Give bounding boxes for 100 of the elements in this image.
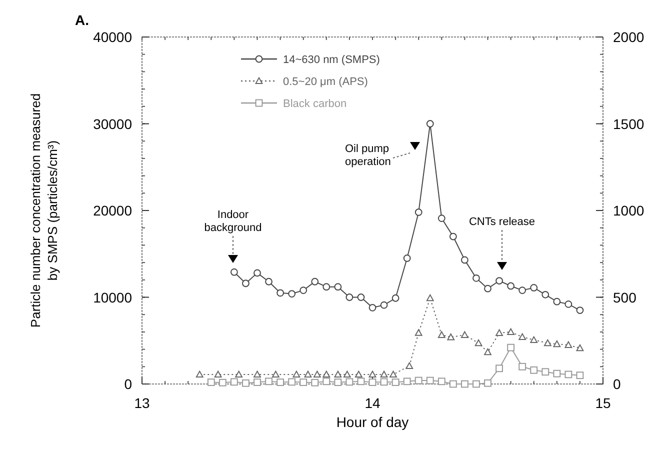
point xyxy=(564,370,572,378)
legend-label: 14~630 nm (SMPS) xyxy=(283,54,380,66)
point xyxy=(553,340,561,348)
point xyxy=(518,333,526,340)
point xyxy=(414,376,422,384)
point xyxy=(530,366,538,374)
y2-tick-label: 2000 xyxy=(613,29,644,45)
point xyxy=(426,294,434,302)
point xyxy=(300,378,308,386)
point xyxy=(354,370,362,378)
point xyxy=(334,370,342,378)
point xyxy=(403,254,411,262)
point xyxy=(484,379,492,387)
point xyxy=(300,286,308,294)
point xyxy=(254,370,261,378)
point xyxy=(235,370,243,378)
point xyxy=(461,331,468,338)
y2-tick-label: 1000 xyxy=(613,202,644,218)
point xyxy=(484,348,492,356)
point xyxy=(265,278,272,286)
point xyxy=(276,378,284,386)
point xyxy=(265,378,272,386)
point xyxy=(518,286,526,294)
point xyxy=(292,370,300,378)
x-axis-title: Hour of day xyxy=(336,414,409,430)
point xyxy=(288,378,296,386)
point xyxy=(447,333,455,340)
point xyxy=(414,329,422,336)
point xyxy=(449,380,457,388)
point xyxy=(406,362,414,370)
point xyxy=(426,376,434,384)
y2-tick-label: 1500 xyxy=(613,116,644,132)
point xyxy=(576,344,584,352)
point xyxy=(496,364,503,372)
point xyxy=(496,277,503,284)
x-tick-label: 15 xyxy=(595,395,611,411)
point xyxy=(542,290,550,298)
annotation: CNTs release xyxy=(468,216,536,228)
point xyxy=(564,341,572,348)
y2-tick-label: 0 xyxy=(613,376,621,392)
point xyxy=(576,372,584,380)
y2-tick-label: 500 xyxy=(613,289,637,306)
chart-title: A. xyxy=(75,12,89,28)
point xyxy=(576,306,584,314)
y-tick-label: 30000 xyxy=(93,116,132,132)
point xyxy=(272,370,280,378)
point xyxy=(334,283,342,291)
point xyxy=(403,378,411,386)
point xyxy=(254,378,261,386)
point xyxy=(474,339,482,346)
point xyxy=(311,378,319,386)
point xyxy=(414,208,422,216)
point xyxy=(304,370,312,378)
point xyxy=(276,289,284,297)
point xyxy=(530,284,538,292)
point xyxy=(544,339,552,346)
point xyxy=(390,370,397,378)
annotation: Indoor background xyxy=(204,209,262,234)
point xyxy=(461,380,468,388)
point xyxy=(392,294,400,302)
point xyxy=(461,256,468,264)
point xyxy=(357,378,365,386)
point xyxy=(322,370,330,378)
point xyxy=(322,378,330,386)
legend-label: 0.5~20 μm (APS) xyxy=(283,76,368,88)
y-tick-label: 0 xyxy=(124,376,132,392)
point xyxy=(438,214,446,222)
point xyxy=(218,378,226,386)
point xyxy=(426,120,434,128)
point xyxy=(380,301,388,309)
point xyxy=(207,378,215,386)
point xyxy=(553,298,561,306)
x-tick-label: 13 xyxy=(134,395,150,411)
x-tick-label: 14 xyxy=(364,395,380,411)
y-tick-label: 40000 xyxy=(93,29,132,45)
point xyxy=(368,378,376,386)
point xyxy=(242,379,250,387)
point xyxy=(449,232,457,240)
point xyxy=(230,268,238,276)
point xyxy=(196,370,204,378)
point xyxy=(346,378,354,386)
point xyxy=(288,290,296,298)
point xyxy=(254,269,261,277)
annotation: Oil pump operation xyxy=(345,143,391,168)
legend-label: Black carbon xyxy=(283,98,347,110)
point xyxy=(214,370,222,378)
point xyxy=(322,283,330,291)
point xyxy=(507,344,514,352)
point xyxy=(230,378,238,386)
point xyxy=(368,370,376,378)
point xyxy=(242,280,250,288)
point xyxy=(380,378,388,386)
point xyxy=(564,300,572,308)
point xyxy=(472,380,480,388)
point xyxy=(518,362,526,370)
point xyxy=(530,336,538,343)
y-axis-title: Particle number concentration measured by SMPS (particles/cm³) xyxy=(28,93,60,328)
point xyxy=(334,378,342,386)
point xyxy=(357,294,365,301)
point xyxy=(507,282,514,290)
